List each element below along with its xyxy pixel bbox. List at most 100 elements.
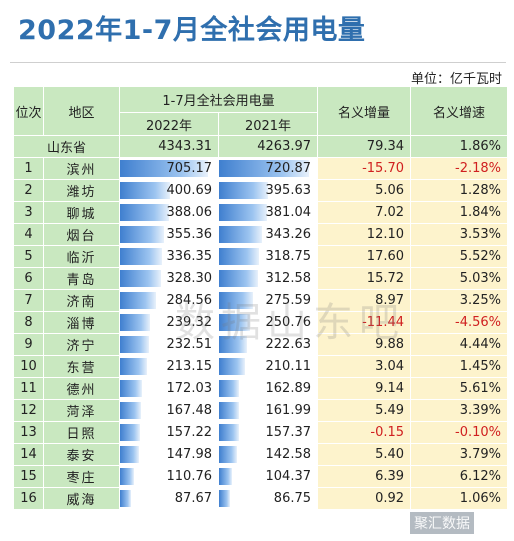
area-cell: 济宁 xyxy=(43,333,120,356)
rank-cell: 5 xyxy=(13,245,44,268)
rank-cell: 11 xyxy=(13,377,44,400)
increase-cell: 5.06 xyxy=(317,179,412,202)
header-2022: 2022年 xyxy=(119,112,219,136)
area-cell: 滨州 xyxy=(43,157,120,180)
table-row: 4 烟台 355.36 343.26 12.10 3.53% xyxy=(13,223,509,246)
value-number: 172.03 xyxy=(166,381,213,396)
value-number: 312.58 xyxy=(265,271,312,286)
increase-cell: 5.49 xyxy=(317,399,412,422)
rate-cell: 6.12% xyxy=(410,465,509,488)
area-cell: 威海 xyxy=(43,487,120,510)
value-2021-cell: 86.75 xyxy=(217,487,319,510)
rate-cell: 3.25% xyxy=(410,289,509,312)
table-row: 10 东营 213.15 210.11 3.04 1.45% xyxy=(13,355,509,378)
area-cell: 枣庄 xyxy=(43,465,120,488)
province-2021-value: 4263.97 xyxy=(257,139,312,154)
province-total-row: 山东省 4343.31 4263.97 79.34 1.86% xyxy=(13,135,509,158)
corner-watermark: 聚汇数据 xyxy=(410,512,474,534)
electricity-table: 位次 地区 1-7月全社会用电量 名义增量 名义增速 2022年 2021年 山… xyxy=(13,86,509,510)
area-cell: 济南 xyxy=(43,289,120,312)
value-number: 142.58 xyxy=(265,447,312,462)
table-body: 山东省 4343.31 4263.97 79.34 1.86% 1 滨州 705.1… xyxy=(13,135,509,510)
area-cell: 德州 xyxy=(43,377,120,400)
rank-cell: 9 xyxy=(13,333,44,356)
value-bar xyxy=(120,336,150,353)
area-cell: 青岛 xyxy=(43,267,120,290)
value-bar xyxy=(219,204,267,221)
rank-cell: 15 xyxy=(13,465,44,488)
rate-cell: -0.10% xyxy=(410,421,509,444)
value-bar xyxy=(219,182,269,199)
value-number: 213.15 xyxy=(166,359,213,374)
increase-cell: 9.88 xyxy=(317,333,412,356)
value-bar xyxy=(120,358,147,375)
table-row: 6 青岛 328.30 312.58 15.72 5.03% xyxy=(13,267,509,290)
rate-cell: -4.56% xyxy=(410,311,509,334)
value-2021-cell: 222.63 xyxy=(217,333,319,356)
increase-cell: 15.72 xyxy=(317,267,412,290)
value-2021-cell: 250.76 xyxy=(217,311,319,334)
table-row: 16 威海 87.67 86.75 0.92 1.06% xyxy=(13,487,509,510)
value-2021-cell: 104.37 xyxy=(217,465,319,488)
value-number: 157.37 xyxy=(265,425,312,440)
value-bar xyxy=(219,490,230,507)
table-row: 13 日照 157.22 157.37 -0.15 -0.10% xyxy=(13,421,509,444)
table-row: 14 泰安 147.98 142.58 5.40 3.79% xyxy=(13,443,509,466)
area-cell: 淄博 xyxy=(43,311,120,334)
area-cell: 日照 xyxy=(43,421,120,444)
rate-cell: 1.84% xyxy=(410,201,509,224)
value-number: 388.06 xyxy=(166,205,213,220)
value-2021-cell: 162.89 xyxy=(217,377,319,400)
area-cell: 临沂 xyxy=(43,245,120,268)
rate-cell: 3.79% xyxy=(410,443,509,466)
value-number: 147.98 xyxy=(166,447,213,462)
title-divider xyxy=(10,62,506,63)
value-number: 284.56 xyxy=(166,293,213,308)
value-2021-cell: 318.75 xyxy=(217,245,319,268)
increase-cell: -11.44 xyxy=(317,311,412,334)
table-row: 15 枣庄 110.76 104.37 6.39 6.12% xyxy=(13,465,509,488)
value-bar xyxy=(219,446,237,463)
rate-cell: 3.39% xyxy=(410,399,509,422)
area-cell: 泰安 xyxy=(43,443,120,466)
area-cell: 菏泽 xyxy=(43,399,120,422)
value-2022-cell: 110.76 xyxy=(119,465,219,488)
value-bar xyxy=(219,402,240,419)
value-number: 222.63 xyxy=(265,337,312,352)
page-title: 2022年1-7月全社会用电量 xyxy=(18,15,366,46)
area-cell: 潍坊 xyxy=(43,179,120,202)
header-rank: 位次 xyxy=(13,86,44,136)
province-increase: 79.34 xyxy=(317,135,412,158)
value-number: 104.37 xyxy=(265,469,312,484)
header-rate: 名义增速 xyxy=(410,86,509,136)
increase-cell: 12.10 xyxy=(317,223,412,246)
increase-cell: 7.02 xyxy=(317,201,412,224)
value-number: 210.11 xyxy=(265,359,312,374)
value-2022-cell: 336.35 xyxy=(119,245,219,268)
value-number: 381.04 xyxy=(265,205,312,220)
value-bar xyxy=(120,468,134,485)
rate-cell: 5.61% xyxy=(410,377,509,400)
table-row: 3 聊城 388.06 381.04 7.02 1.84% xyxy=(13,201,509,224)
value-number: 157.22 xyxy=(166,425,213,440)
value-number: 720.87 xyxy=(265,161,312,176)
province-rate: 1.86% xyxy=(410,135,509,158)
value-number: 250.76 xyxy=(265,315,312,330)
rank-cell: 14 xyxy=(13,443,44,466)
value-number: 318.75 xyxy=(265,249,312,264)
rank-cell: 4 xyxy=(13,223,44,246)
rank-cell: 10 xyxy=(13,355,44,378)
rate-cell: 1.45% xyxy=(410,355,509,378)
area-cell: 烟台 xyxy=(43,223,120,246)
value-bar xyxy=(120,204,169,221)
value-2022-cell: 284.56 xyxy=(119,289,219,312)
value-bar xyxy=(120,380,142,397)
value-2022-cell: 172.03 xyxy=(119,377,219,400)
value-bar xyxy=(219,248,259,265)
rate-cell: 5.03% xyxy=(410,267,509,290)
rank-cell: 13 xyxy=(13,421,44,444)
value-2022-cell: 87.67 xyxy=(119,487,219,510)
value-2021-cell: 312.58 xyxy=(217,267,319,290)
rank-cell: 12 xyxy=(13,399,44,422)
value-number: 86.75 xyxy=(273,491,312,506)
